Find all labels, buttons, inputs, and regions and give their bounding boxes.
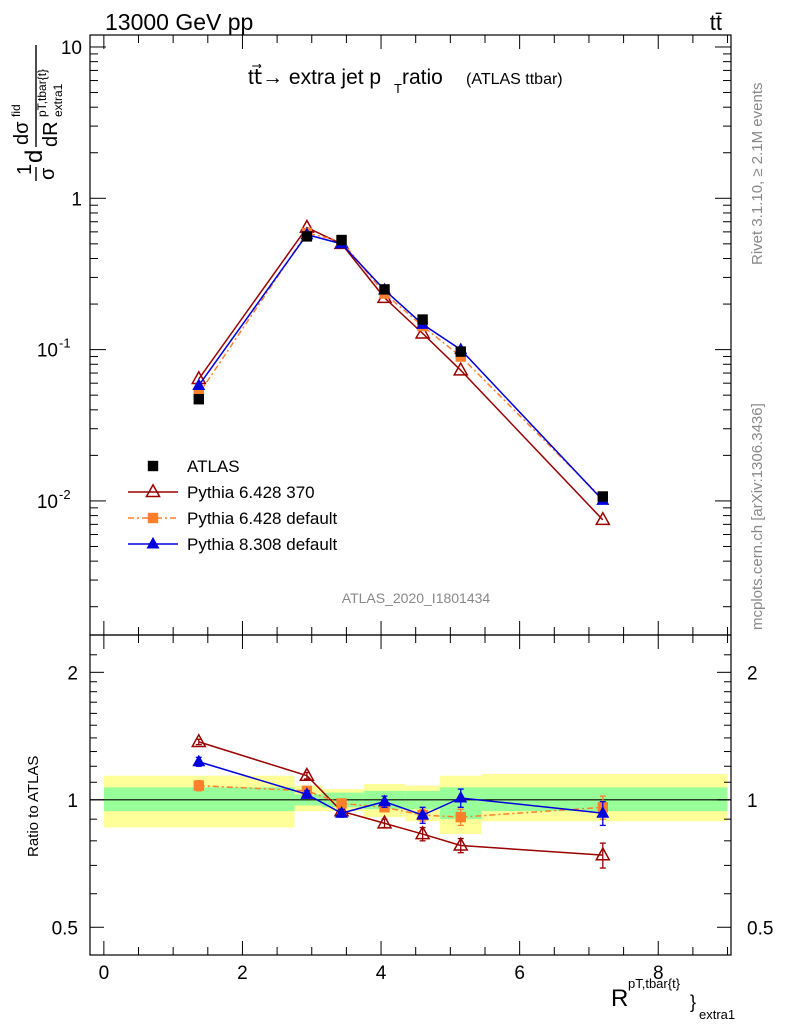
ratio-xtick-label: 2 xyxy=(237,963,248,984)
ratio-xtick-label: 8 xyxy=(653,963,664,984)
point-atlas xyxy=(336,234,347,246)
legend-label-pythia-8-308-default: Pythia 8.308 default xyxy=(187,535,338,554)
svg-text:}: } xyxy=(690,992,696,1012)
point-pythia-6-428-370 xyxy=(595,511,611,526)
ratio-point-pythia-8-308-default xyxy=(596,805,610,818)
ratio-ytick-label: 0.5 xyxy=(52,918,78,939)
ratio-point-pythia-8-308-default xyxy=(300,787,314,799)
svg-text:1: 1 xyxy=(14,164,36,175)
svg-text:dR: dR xyxy=(40,121,62,147)
main-ytick-label-exp: -1 xyxy=(59,336,71,351)
point-pythia-8-308-default xyxy=(192,378,206,390)
main-ylabel: 1 σ d dσ fid dR pT,tbar{t} extra1 xyxy=(9,45,65,181)
ratio-point-pythia-6-428-370 xyxy=(299,767,315,781)
point-atlas xyxy=(455,346,466,357)
xlabel-sup: pT,tbar{t} xyxy=(628,976,681,991)
legend-marker-pythia-8-308-default xyxy=(146,536,160,549)
ratio-ylabel: Ratio to ATLAS xyxy=(25,756,42,857)
ratio-xtick-label: 0 xyxy=(99,963,110,984)
legend-marker-pythia-6-428-default xyxy=(147,512,159,524)
svg-text:σ: σ xyxy=(37,167,59,180)
svg-text:fid: fid xyxy=(9,104,23,117)
series-line-pythia-6-428-370 xyxy=(198,226,604,521)
point-atlas xyxy=(597,491,608,502)
svg-text:pT,tbar{t}: pT,tbar{t} xyxy=(35,69,49,117)
ratio-ytick-label-right: 2 xyxy=(747,663,758,684)
ratio-point-pythia-8-308-default xyxy=(192,754,206,767)
legend-marker-pythia-6-428-370 xyxy=(145,483,161,498)
ratio-point-pythia-6-428-370 xyxy=(191,733,207,748)
ratio-point-pythia-6-428-370 xyxy=(452,836,469,851)
ratio-frame xyxy=(89,634,732,956)
title-paren: (ATLAS ttbar) xyxy=(466,71,563,88)
title-tail: ratio xyxy=(402,66,443,89)
point-pythia-6-428-370 xyxy=(414,324,431,339)
series-line-pythia-8-308-default xyxy=(198,233,604,501)
ratio-point-pythia-8-308-default xyxy=(335,805,349,818)
analysis-id: ATLAS_2020_I1801434 xyxy=(342,590,491,606)
ratio-point-pythia-8-308-default xyxy=(454,790,468,803)
ratio-point-pythia-6-428-370 xyxy=(376,814,393,829)
ratio-xtick-label: 6 xyxy=(514,963,525,984)
main-ytick-label-exp: -2 xyxy=(59,487,71,502)
ratio-point-pythia-6-428-default xyxy=(455,811,466,823)
legend-marker-atlas xyxy=(147,460,159,472)
svg-text:dσ: dσ xyxy=(11,121,33,145)
point-pythia-6-428-370 xyxy=(452,361,469,376)
ratio-point-pythia-6-428-370 xyxy=(414,825,431,840)
legend-label-pythia-6-428-default: Pythia 6.428 default xyxy=(187,509,338,528)
main-ytick-label: 1 xyxy=(71,189,82,210)
side-text-mcplots: mcplots.cern.ch [arXiv:1306.3436] xyxy=(749,403,766,630)
point-atlas xyxy=(193,394,204,405)
legend-label-atlas: ATLAS xyxy=(187,457,240,476)
main-ytick-label: 10 xyxy=(61,38,82,59)
ratio-panel: 0 2 4 6 8 0.5 0.5 1 1 2 2 xyxy=(52,634,773,984)
ratio-xtick-label: 4 xyxy=(376,963,387,984)
series-line-pythia-6-428-default xyxy=(198,232,604,500)
header-energy-label: 13000 GeV pp xyxy=(105,9,253,35)
ratio-ytick-label-right: 0.5 xyxy=(747,918,773,939)
legend-label-pythia-6-428-370: Pythia 6.428 370 xyxy=(187,483,315,502)
ratio-point-pythia-6-428-default xyxy=(193,780,204,791)
header-process-label: tt̄ xyxy=(710,10,722,35)
svg-text:extra1: extra1 xyxy=(51,83,65,117)
ratio-point-pythia-8-308-default xyxy=(378,794,392,807)
point-atlas xyxy=(301,231,313,242)
ratio-point-pythia-8-308-default xyxy=(416,807,430,820)
title-sub: T xyxy=(394,81,402,96)
legend: ATLAS Pythia 6.428 370 Pythia 6.428 defaul… xyxy=(128,457,338,554)
point-atlas xyxy=(379,284,390,295)
main-ytick-label: 10 xyxy=(37,492,58,513)
ratio-ytick-label-right: 1 xyxy=(747,791,758,812)
xlabel-main: R xyxy=(611,985,628,1012)
main-ytick-label: 10 xyxy=(37,341,58,362)
ratio-ytick-label: 2 xyxy=(67,663,78,684)
x-axis-label: R pT,tbar{t} } extra1 xyxy=(611,976,735,1022)
point-pythia-6-428-default xyxy=(193,388,204,400)
plot-title: tt⃗→ extra jet p T ratio (ATLAS ttbar) xyxy=(248,64,563,96)
ratio-ytick-label: 1 xyxy=(67,791,78,812)
xlabel-sub: extra1 xyxy=(699,1007,735,1022)
svg-text:d: d xyxy=(21,150,48,163)
title-main: tt⃗→ extra jet p xyxy=(248,64,381,89)
side-text-rivet: Rivet 3.1.10, ≥ 2.1M events xyxy=(749,83,766,266)
point-atlas xyxy=(417,314,428,325)
ratio-point-pythia-6-428-default xyxy=(336,798,347,809)
ratio-point-pythia-6-428-370 xyxy=(595,846,611,861)
